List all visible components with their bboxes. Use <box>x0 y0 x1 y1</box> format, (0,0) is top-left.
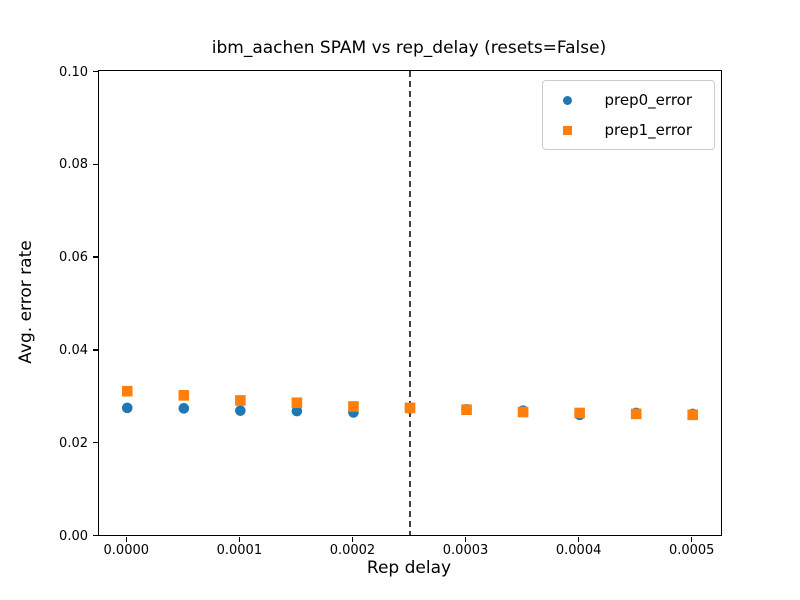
legend-circle-marker-icon <box>557 95 579 105</box>
scatter-point-prep1_error <box>404 402 416 414</box>
legend: prep0_error prep1_error <box>541 80 715 150</box>
y-tick-mark <box>93 256 98 258</box>
y-tick-mark <box>93 534 98 537</box>
scatter-point-prep1_error <box>687 409 699 421</box>
square-icon <box>563 125 573 135</box>
x-tick-label: 0.0004 <box>555 543 602 558</box>
scatter-point-prep1_error <box>348 401 359 412</box>
scatter-point-prep0_error <box>178 403 190 414</box>
x-tick-mark <box>351 537 354 542</box>
y-tick-mark <box>93 349 98 351</box>
y-axis-label: Avg. error rate <box>16 240 36 364</box>
scatter-point-prep0_error <box>121 402 133 414</box>
legend-label: prep1_error <box>604 121 692 139</box>
x-tick-label: 0.0001 <box>216 543 263 558</box>
plot-area: prep0_error prep1_error <box>98 70 722 536</box>
y-tick-mark <box>93 163 98 166</box>
scatter-point-prep1_error <box>291 397 303 409</box>
y-tick-label: 0.04 <box>59 342 88 358</box>
x-axis-label: Rep delay <box>366 558 452 578</box>
x-tick-mark <box>690 537 693 542</box>
legend-entry-prep0_error: prep0_error <box>557 89 692 111</box>
scatter-point-prep0_error <box>235 405 246 416</box>
x-tick-label: 0.0000 <box>103 543 150 558</box>
scatter-point-prep1_error <box>235 395 246 406</box>
legend-label: prep0_error <box>604 91 692 109</box>
scatter-point-prep1_error <box>630 408 642 420</box>
y-tick-label: 0.06 <box>59 250 88 266</box>
scatter-point-prep1_error <box>178 390 190 401</box>
scatter-point-prep1_error <box>121 385 133 397</box>
scatter-point-prep0_error <box>291 405 303 417</box>
chart-title: ibm_aachen SPAM vs rep_delay (resets=Fal… <box>211 38 607 58</box>
y-tick-label: 0.00 <box>59 528 88 544</box>
x-tick-label: 0.0005 <box>668 543 715 558</box>
x-tick-mark <box>464 537 467 542</box>
x-tick-label: 0.0003 <box>442 543 489 558</box>
scatter-point-prep1_error <box>574 407 585 419</box>
y-tick-mark <box>93 70 98 73</box>
scatter-point-prep1_error <box>517 406 529 418</box>
x-tick-mark <box>577 537 580 542</box>
scatter-point-prep1_error <box>461 404 472 416</box>
x-tick-label: 0.0002 <box>329 543 376 558</box>
x-tick-mark <box>125 537 128 542</box>
x-tick-mark <box>238 537 241 542</box>
y-tick-mark <box>93 441 98 444</box>
circle-icon <box>563 95 573 105</box>
y-tick-label: 0.10 <box>59 64 88 80</box>
scatter-plot-svg <box>121 71 699 535</box>
legend-entry-prep1_error: prep1_error <box>557 119 692 141</box>
legend-square-marker-icon <box>557 125 579 135</box>
y-tick-label: 0.08 <box>59 157 88 173</box>
y-tick-label: 0.02 <box>59 435 88 451</box>
